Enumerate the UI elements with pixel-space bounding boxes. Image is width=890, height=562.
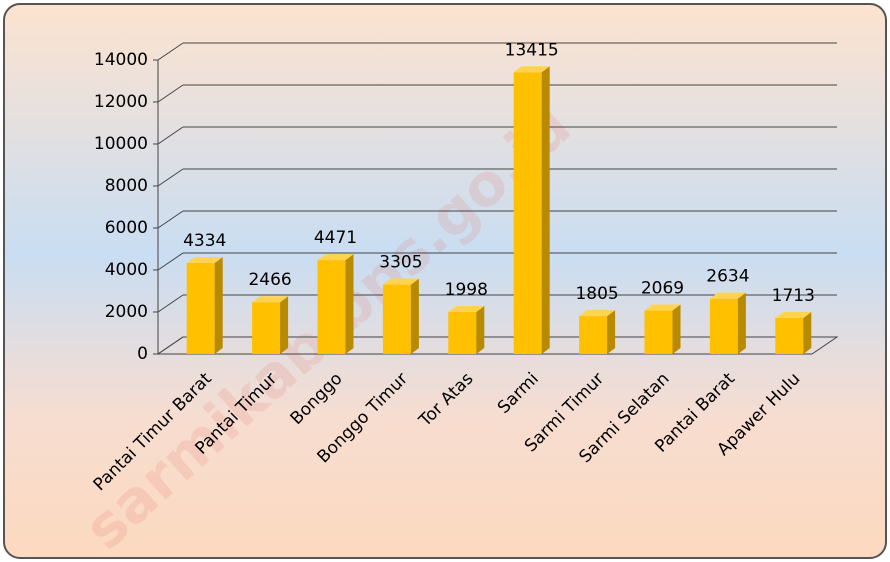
bar-top	[382, 278, 419, 285]
bar-top	[579, 310, 616, 317]
value-label: 4471	[314, 228, 357, 248]
y-tick-label: 10000	[94, 134, 148, 154]
bar-top	[252, 296, 289, 303]
grid-line	[157, 252, 184, 271]
bar-side	[410, 278, 419, 354]
bar-top	[317, 254, 354, 261]
bar-top	[513, 66, 550, 73]
y-tick-label: 4000	[105, 260, 148, 280]
y-tick-label: 6000	[105, 218, 148, 238]
bar	[579, 316, 608, 354]
bar-side	[803, 312, 812, 354]
bar-top	[775, 312, 812, 319]
value-label: 1805	[575, 284, 618, 304]
bar-top	[644, 304, 681, 311]
bar	[317, 260, 346, 354]
bar-side	[280, 296, 289, 354]
bar-side	[607, 310, 616, 354]
value-label: 2634	[706, 267, 749, 287]
grid-line	[157, 210, 184, 229]
value-label: 1998	[445, 280, 488, 300]
value-label: 13415	[505, 40, 559, 60]
bar-side	[737, 292, 746, 354]
bar-top	[448, 306, 485, 313]
bar	[709, 298, 738, 354]
value-label: 1713	[772, 286, 815, 306]
value-label: 2069	[641, 279, 684, 299]
grid-line	[157, 126, 184, 145]
grid-line	[157, 84, 184, 103]
bar	[775, 318, 804, 354]
grid-line	[157, 336, 184, 355]
grid-line	[157, 42, 184, 61]
bar-side	[345, 254, 354, 354]
bar-side	[214, 256, 223, 354]
y-tick-label: 12000	[94, 92, 148, 112]
bar	[186, 262, 215, 354]
bar-top	[186, 256, 223, 263]
bar	[644, 310, 673, 354]
value-label: 4334	[183, 231, 226, 251]
grid-line	[157, 168, 184, 187]
value-label: 2466	[248, 270, 291, 290]
bar	[252, 302, 281, 354]
chart-background	[3, 3, 887, 559]
bar-side	[541, 66, 550, 354]
grid-line	[157, 294, 184, 313]
y-tick-label: 0	[137, 344, 148, 364]
y-tick-label: 14000	[94, 50, 148, 70]
y-tick-label: 2000	[105, 302, 148, 322]
bar	[448, 312, 477, 354]
bar-side	[476, 306, 485, 354]
bar-side	[672, 304, 681, 354]
bar	[513, 72, 542, 354]
value-label: 3305	[379, 253, 422, 273]
bar-top	[709, 292, 746, 299]
bar	[382, 284, 411, 354]
y-tick-label: 8000	[105, 176, 148, 196]
